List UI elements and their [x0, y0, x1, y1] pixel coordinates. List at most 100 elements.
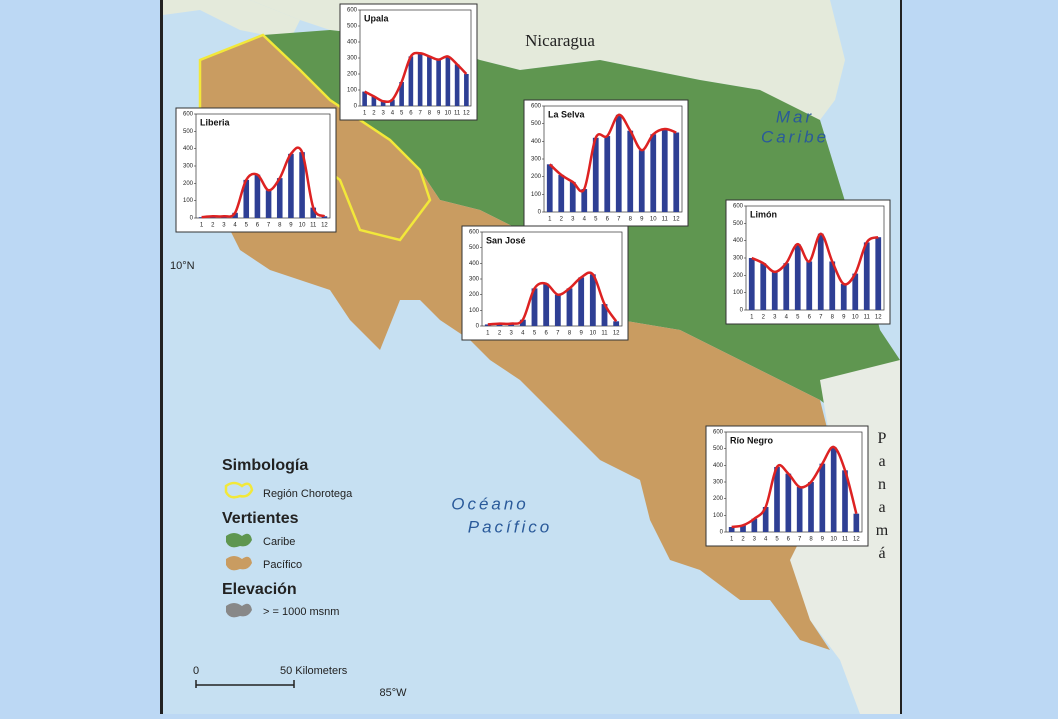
bar	[198, 217, 205, 218]
scale-label: 50 Kilometers	[280, 665, 348, 677]
bar	[578, 277, 585, 326]
x-tick-label: 9	[842, 315, 846, 321]
y-tick-label: 200	[347, 72, 358, 78]
longitude-label: 85°W	[379, 687, 407, 699]
bar	[615, 114, 622, 212]
y-tick-label: 0	[476, 324, 480, 330]
x-tick-label: 9	[579, 331, 583, 337]
x-tick-label: 12	[673, 217, 680, 223]
bar	[794, 244, 801, 310]
country-label: Nicaragua	[525, 31, 595, 50]
x-tick-label: 1	[730, 537, 734, 543]
y-tick-label: 400	[733, 238, 744, 244]
sea-label: Caribe	[761, 127, 829, 146]
bar	[806, 261, 813, 310]
x-tick-label: 8	[568, 331, 572, 337]
y-tick-label: 400	[713, 463, 724, 469]
sea-label: Océano	[451, 494, 529, 513]
bar	[519, 319, 526, 326]
bar	[829, 261, 836, 310]
bar	[875, 237, 882, 310]
y-tick-label: 300	[469, 277, 480, 283]
legend-swatch	[226, 533, 252, 548]
plot-frame	[359, 9, 472, 107]
bar	[569, 181, 576, 212]
bar	[740, 525, 746, 532]
bar	[673, 132, 680, 212]
plot-frame	[543, 105, 683, 213]
bar	[436, 59, 441, 106]
x-tick-label: 7	[617, 217, 621, 223]
x-tick-label: 1	[750, 315, 754, 321]
y-tick-label: 200	[713, 496, 724, 502]
x-tick-label: 5	[594, 217, 598, 223]
y-tick-label: 300	[713, 480, 724, 486]
plot-frame	[725, 431, 863, 533]
x-tick-label: 11	[454, 111, 461, 117]
bar	[531, 288, 538, 326]
bar	[232, 212, 238, 218]
legend-label: Caribe	[263, 536, 295, 548]
y-tick-label: 0	[354, 104, 358, 110]
bar	[417, 53, 423, 106]
trend-line	[364, 51, 468, 104]
y-tick-label: 100	[469, 308, 480, 314]
x-tick-label: 10	[852, 315, 859, 321]
x-tick-label: 10	[650, 217, 657, 223]
y-tick-label: 0	[190, 216, 194, 222]
bar	[558, 174, 565, 212]
x-tick-label: 4	[583, 217, 587, 223]
x-tick-label: 7	[798, 537, 802, 543]
pacifico-watershed	[200, 35, 830, 650]
chart-title: La Selva	[548, 109, 586, 119]
x-tick-label: 5	[400, 111, 404, 117]
bar	[771, 271, 778, 310]
x-tick-label: 4	[764, 537, 768, 543]
x-tick-label: 8	[809, 537, 813, 543]
country-label: Panamá	[874, 430, 891, 568]
bar	[254, 174, 261, 218]
x-tick-label: 11	[310, 223, 317, 229]
y-tick-label: 100	[531, 192, 542, 198]
bar	[613, 321, 620, 326]
bar	[310, 207, 317, 218]
y-tick-label: 500	[531, 121, 542, 127]
bar	[863, 242, 870, 310]
trend-line	[487, 271, 618, 326]
bar	[819, 463, 826, 532]
bar	[661, 128, 668, 212]
y-tick-label: 500	[469, 245, 480, 251]
x-tick-label: 7	[556, 331, 560, 337]
x-tick-label: 3	[509, 331, 513, 337]
x-tick-label: 12	[853, 537, 860, 543]
bar	[762, 507, 769, 532]
x-tick-label: 5	[775, 537, 779, 543]
bar	[371, 96, 377, 106]
bar	[601, 304, 608, 326]
x-tick-label: 11	[864, 315, 871, 321]
x-tick-label: 6	[606, 217, 610, 223]
bar	[592, 137, 599, 212]
x-tick-label: 5	[796, 315, 800, 321]
plot-frame	[195, 113, 331, 219]
plot-frame	[481, 231, 623, 327]
bar	[243, 179, 250, 218]
x-tick-label: 2	[741, 537, 745, 543]
y-tick-label: 300	[531, 157, 542, 163]
x-tick-label: 6	[808, 315, 812, 321]
x-tick-label: 9	[437, 111, 441, 117]
y-tick-label: 100	[183, 198, 194, 204]
bar	[454, 64, 460, 106]
y-tick-label: 200	[183, 181, 194, 187]
y-tick-label: 200	[733, 273, 744, 279]
bar	[546, 164, 553, 212]
bar	[445, 56, 451, 106]
trend-line	[201, 146, 326, 219]
bar	[427, 56, 432, 106]
x-tick-label: 6	[787, 537, 791, 543]
x-tick-label: 9	[289, 223, 293, 229]
